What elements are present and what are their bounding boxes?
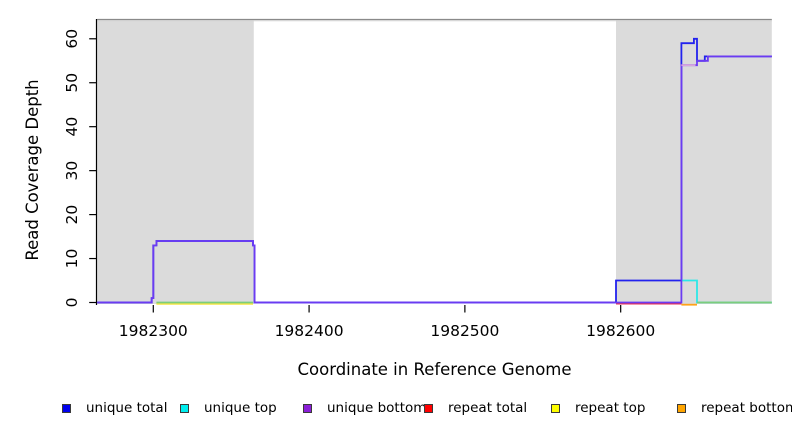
shaded-region-1	[616, 19, 772, 304]
legend-swatch-repeat-total	[424, 403, 433, 413]
legend-item-repeat-total: repeat total	[424, 398, 527, 418]
y-axis-title: Read Coverage Depth	[23, 79, 42, 261]
legend-label-repeat-bottom: repeat bottom	[701, 400, 792, 416]
x-tick-label: 1982600	[586, 322, 655, 340]
y-tick-label: 0	[63, 298, 81, 308]
legend-label-repeat-top: repeat top	[575, 400, 646, 416]
legend-label-unique-bottom: unique bottom	[327, 400, 427, 416]
y-tick-label: 10	[63, 249, 81, 269]
series-unique-bottom	[97, 55, 772, 304]
legend-item-repeat-bottom: repeat bottom	[677, 398, 792, 418]
legend-item-unique-bottom: unique bottom	[303, 398, 426, 418]
shaded-region-0	[97, 19, 254, 304]
legend-swatch-repeat-top	[551, 403, 560, 413]
legend-label-repeat-total: repeat total	[448, 400, 528, 416]
x-tick-label: 1982300	[119, 322, 188, 340]
legend-label-unique-total: unique total	[86, 400, 168, 416]
legend-swatch-repeat-bottom	[677, 403, 686, 413]
legend-swatch-unique-top	[180, 403, 189, 413]
y-tick-label: 40	[63, 117, 81, 137]
y-tick-label: 20	[63, 205, 81, 225]
legend: unique total unique top unique bottom repea…	[0, 398, 792, 420]
legend-item-unique-top: unique top	[180, 398, 277, 418]
y-tick-label: 50	[63, 73, 81, 93]
legend-item-repeat-top: repeat top	[551, 398, 645, 418]
legend-label-unique-top: unique top	[204, 400, 277, 416]
legend-item-unique-total: unique total	[62, 398, 167, 418]
x-tick-label: 1982400	[275, 322, 344, 340]
y-tick-label: 60	[63, 29, 81, 49]
y-tick-label: 30	[63, 161, 81, 181]
x-tick-label: 1982500	[430, 322, 499, 340]
legend-swatch-unique-bottom	[303, 403, 312, 413]
legend-swatch-unique-total	[62, 403, 71, 413]
x-axis-title: Coordinate in Reference Genome	[297, 360, 572, 379]
